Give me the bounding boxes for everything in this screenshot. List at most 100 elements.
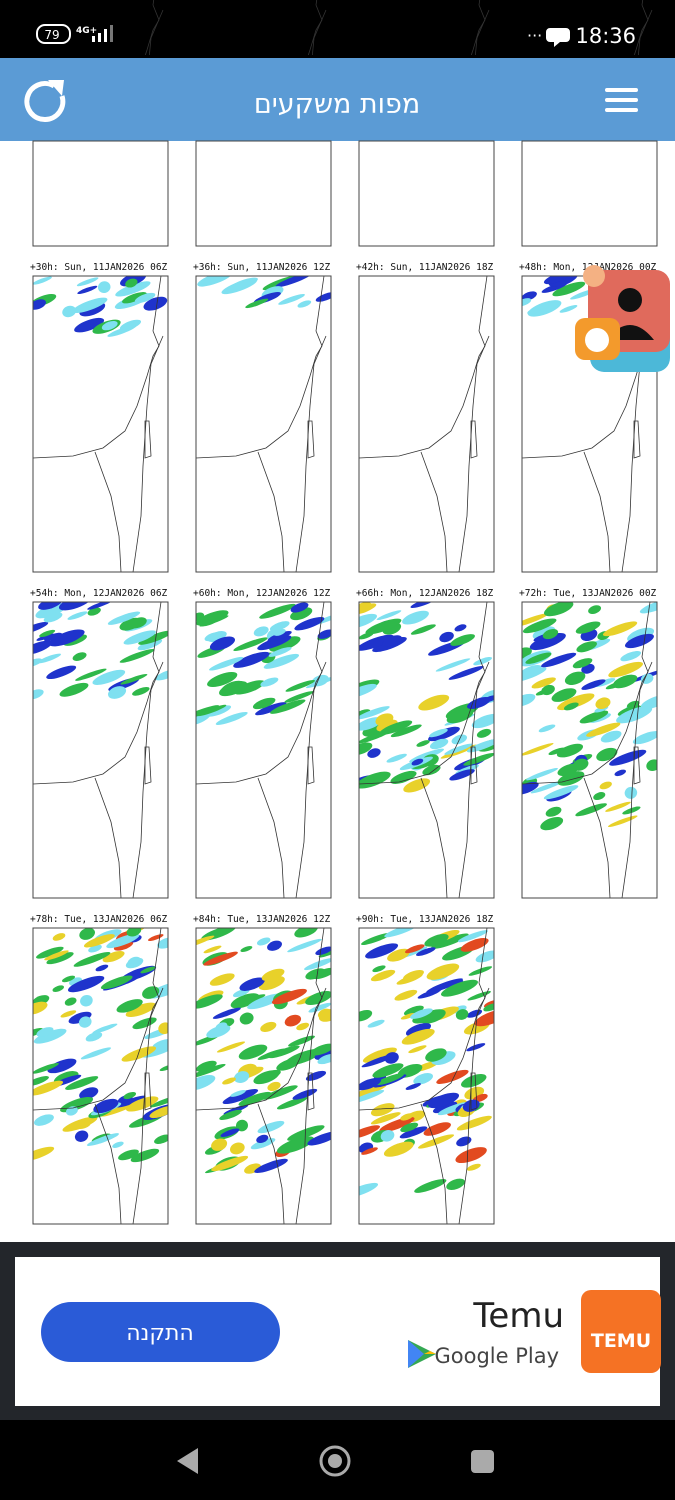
install-button[interactable] [41, 1302, 280, 1362]
lake [470, 420, 478, 459]
precip-patch [154, 669, 168, 681]
precip-patch [107, 325, 137, 337]
precip-patch [259, 603, 296, 619]
precip-patch [376, 719, 398, 732]
precip-patch [402, 610, 429, 625]
map-frame [195, 275, 332, 573]
precip-patch [199, 615, 229, 627]
precip-patch [149, 1105, 168, 1119]
precip-patch [564, 671, 586, 685]
precip-patch [522, 613, 549, 628]
precip-patch [474, 1009, 494, 1027]
precip-patch [596, 747, 618, 762]
precip-patch [540, 817, 564, 831]
precip-patch [531, 677, 556, 689]
map-frame [521, 601, 658, 899]
forecast-map [32, 275, 169, 573]
forecast-map [521, 601, 658, 899]
precip-patch [410, 602, 437, 609]
coastline [359, 928, 488, 1111]
precip-patch [33, 640, 52, 655]
coastline [522, 602, 651, 785]
precip-patch [143, 296, 168, 311]
precip-patch [130, 1148, 160, 1163]
precip-patch [221, 278, 258, 295]
precip-patch [359, 1125, 380, 1139]
precip-patch [460, 938, 489, 952]
lake [144, 1072, 152, 1111]
precip-patch [268, 647, 292, 657]
precip-patch [142, 986, 160, 999]
forecast-map [195, 927, 332, 1225]
precip-patch [548, 747, 566, 756]
precip-patch [38, 602, 63, 610]
precip-patch [436, 1069, 469, 1084]
precip-patch [315, 292, 331, 302]
precip-patch [154, 1134, 168, 1144]
precip-patch [305, 968, 326, 980]
precip-patch [527, 307, 541, 315]
precip-patch [525, 768, 558, 781]
precip-patch [220, 680, 246, 695]
precip-patch [122, 292, 147, 304]
precip-patch [640, 694, 657, 710]
map-frame [358, 140, 495, 247]
precip-patch [257, 635, 292, 651]
precip-patch [426, 963, 460, 980]
precip-patch [197, 704, 227, 717]
precip-patch [483, 1003, 494, 1012]
precip-patch [33, 1080, 64, 1096]
precip-patch [599, 781, 612, 790]
precip-patch [543, 785, 579, 800]
precip-patch [76, 277, 99, 287]
precip-patch [639, 602, 657, 614]
map-label: +54h: Mon, 12JAN2026 06Z [30, 588, 168, 599]
border [94, 777, 122, 898]
forecast-map [521, 0, 658, 247]
recents-button[interactable] [471, 1450, 494, 1473]
precip-patch [359, 683, 377, 699]
precip-patch [46, 665, 77, 680]
precip-patch [209, 973, 235, 986]
precip-patch [429, 738, 449, 750]
precip-patch [267, 1081, 281, 1091]
precip-patch [284, 1014, 302, 1027]
map-area [470, 0, 490, 55]
precip-patch [579, 710, 609, 724]
precip-patch [254, 1158, 288, 1173]
precip-patch [624, 786, 638, 799]
precip-patch [234, 680, 265, 695]
precip-patch [215, 1022, 228, 1031]
precip-patch [425, 1048, 447, 1062]
precip-patch [256, 1134, 269, 1143]
precip-patch [370, 969, 396, 982]
precip-patch [288, 1035, 315, 1047]
menu-button[interactable] [605, 88, 638, 112]
refresh-button[interactable] [24, 80, 66, 122]
precip-patch [294, 928, 318, 938]
precip-patch [292, 1088, 318, 1100]
map-grid: +30h: Sun, 11JAN2026 06Z +36h: Sun, 11JAN… [30, 0, 658, 1225]
precip-patch [116, 1095, 146, 1108]
precip-patch [235, 1119, 249, 1132]
precip-patch [112, 1141, 124, 1148]
precip-patch [88, 944, 102, 953]
precip-patch [475, 950, 494, 963]
map-frame [358, 601, 495, 899]
precip-patch [73, 951, 111, 967]
back-button[interactable] [177, 1448, 198, 1474]
lake [144, 420, 152, 459]
precip-patch [529, 633, 566, 651]
precip-patch [33, 299, 46, 310]
precip-patch [646, 759, 657, 772]
precip-patch [444, 743, 473, 755]
coastline [196, 276, 325, 459]
floating-bubble[interactable] [575, 265, 670, 372]
home-button[interactable] [319, 1445, 351, 1477]
precip-patch [426, 978, 463, 993]
precip-patch [318, 1008, 331, 1022]
border [94, 1103, 122, 1224]
precip-patch [230, 993, 260, 1009]
precip-patch [359, 1084, 387, 1099]
precip-patch [39, 629, 56, 638]
